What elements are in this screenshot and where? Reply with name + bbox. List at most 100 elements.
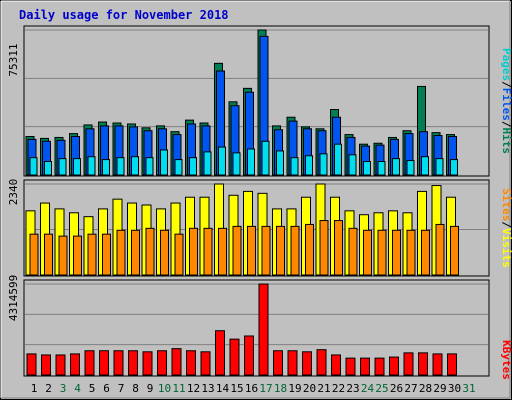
sites-bar <box>363 229 372 276</box>
pages-bar <box>160 149 168 176</box>
x-tick-label: 11 <box>172 382 185 395</box>
sites-bar <box>58 235 68 276</box>
sites-bar <box>189 227 198 276</box>
kbytes-bar <box>84 350 95 376</box>
x-tick-label: 23 <box>346 382 359 395</box>
pages-bar <box>406 160 415 176</box>
x-tick-label: 14 <box>216 382 230 395</box>
pages-bar <box>261 140 270 176</box>
x-tick-label: 19 <box>288 382 301 395</box>
sites-bar <box>305 223 314 276</box>
pages-bar <box>131 156 139 176</box>
middle-panel-right-label: Sites/Visits <box>500 188 512 268</box>
sites-bar <box>421 229 430 276</box>
svg-text:KBytes: KBytes <box>500 340 512 380</box>
middle-panel-ytick: 2340 <box>7 179 20 206</box>
x-tick-label: 18 <box>274 382 287 395</box>
x-tick-label: 1 <box>31 382 38 395</box>
x-tick-label: 29 <box>433 382 446 395</box>
top-panel-right-label: Pages/Files/Hits <box>500 48 512 154</box>
kbytes-bar <box>345 357 356 376</box>
pages-bar <box>247 148 255 176</box>
kbytes-bar <box>287 350 298 376</box>
kbytes-bar <box>389 356 399 376</box>
kbytes-bar <box>418 352 428 376</box>
x-tick-label: 25 <box>375 382 388 395</box>
pages-bar <box>189 157 197 176</box>
svg-text:Sites/Visits: Sites/Visits <box>500 188 512 268</box>
x-tick-label: 28 <box>419 382 432 395</box>
pages-bar <box>305 155 313 176</box>
sites-bar <box>276 225 285 276</box>
kbytes-bar <box>229 338 240 376</box>
sites-bar <box>87 233 97 276</box>
top-panel: 75311 Pages/Files/Hits <box>7 25 512 177</box>
kbytes-bar <box>244 335 254 376</box>
pages-bar <box>450 159 458 176</box>
bottom-panel-grid <box>25 283 488 346</box>
x-tick-label: 24 <box>361 382 375 395</box>
pages-bar <box>392 158 400 176</box>
sites-bar <box>102 233 111 276</box>
legend-visits: Visits <box>500 228 512 268</box>
pages-bar <box>145 157 154 176</box>
kbytes-bar <box>273 350 283 376</box>
sites-bar <box>261 225 271 276</box>
pages-bar <box>276 150 284 176</box>
x-tick-label: 31 <box>462 382 475 395</box>
kbytes-bar <box>360 357 370 376</box>
pages-bar <box>116 157 125 176</box>
x-tick-label: 6 <box>103 382 110 395</box>
kbytes-bar <box>432 353 443 376</box>
legend-hits: Hits <box>500 128 512 155</box>
x-tick-label: 5 <box>89 382 96 395</box>
x-tick-label: 21 <box>317 382 330 395</box>
pages-bar <box>232 152 241 176</box>
x-axis-labels: 1 2 3 4 5 6 7 8 9 10 11 12 13 14 15 16 17 18 19 20 21 22 23 24 2… <box>31 382 476 395</box>
kbytes-bar <box>113 350 124 376</box>
pages-bar <box>435 158 444 176</box>
kbytes-bar <box>55 354 66 376</box>
legend-sites: Sites <box>500 188 512 221</box>
x-tick-label: 20 <box>303 382 316 395</box>
kbytes-bar <box>331 354 341 376</box>
svg-text:Pages/Files/Hits: Pages/Files/Hits <box>500 48 512 154</box>
x-tick-label: 15 <box>230 382 243 395</box>
pages-bar <box>334 143 342 176</box>
sites-bar <box>44 233 53 276</box>
pages-bar <box>203 151 212 176</box>
top-panel-bars <box>25 29 458 176</box>
sites-bar <box>203 227 213 276</box>
sites-bar <box>116 229 126 276</box>
pages-bar <box>363 161 371 176</box>
sites-bar <box>290 225 300 276</box>
sites-bar <box>73 235 82 276</box>
kbytes-bar <box>41 354 51 376</box>
kbytes-bar <box>171 348 182 376</box>
x-tick-label: 12 <box>187 382 200 395</box>
sites-bar <box>174 233 184 276</box>
sites-bar <box>218 227 227 276</box>
legend-separator: / <box>500 121 512 128</box>
bottom-panel-bars <box>26 283 457 376</box>
x-tick-label: 13 <box>201 382 214 395</box>
legend-kbytes: KBytes <box>500 340 512 380</box>
x-tick-label: 26 <box>390 382 403 395</box>
legend-separator: / <box>500 221 512 228</box>
kbytes-bar <box>302 351 312 376</box>
kbytes-bar <box>157 350 167 376</box>
x-tick-label: 3 <box>60 382 67 395</box>
pages-bar <box>44 161 52 176</box>
kbytes-bar <box>99 350 109 376</box>
legend-separator: / <box>500 81 512 88</box>
x-tick-label: 16 <box>245 382 258 395</box>
sites-bar <box>450 225 459 276</box>
middle-panel: 2340 Sites/Visits <box>7 179 512 277</box>
sites-bar <box>377 229 387 276</box>
sites-bar <box>392 229 401 276</box>
pages-bar <box>421 156 429 176</box>
legend-files: Files <box>500 88 512 121</box>
pages-bar <box>58 158 67 176</box>
x-tick-label: 10 <box>158 382 171 395</box>
